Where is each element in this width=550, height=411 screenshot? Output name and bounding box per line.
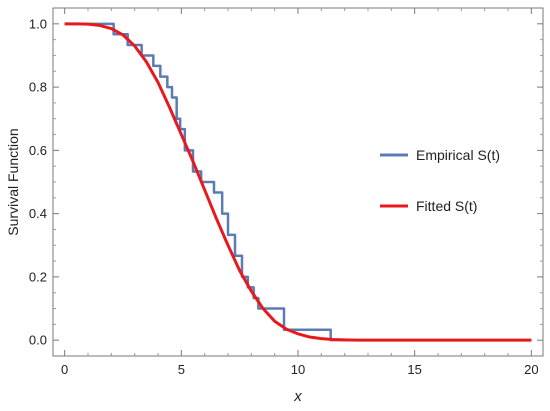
y-tick-label: 0.6	[29, 143, 47, 158]
y-tick-label: 0.8	[29, 80, 47, 95]
fitted-curve-line	[64, 22, 532, 342]
legend-label-empirical: Empirical S(t)	[416, 147, 500, 163]
x-tick-label: 15	[407, 362, 421, 377]
legend-label-fitted: Fitted S(t)	[416, 198, 477, 214]
axis-ticks	[53, 8, 543, 356]
series-layer	[64, 22, 532, 342]
y-tick-label: 0.0	[29, 333, 47, 348]
x-tick-label: 0	[61, 362, 68, 377]
y-tick-label: 0.2	[29, 269, 47, 284]
plot-frame	[52, 7, 544, 357]
empirical-step-line	[64, 22, 532, 342]
tick-labels: 0 5 10 15 20 0.0 0.2 0.4 0.6 0.8 1.0	[29, 16, 539, 377]
legend: Empirical S(t) Fitted S(t)	[380, 147, 500, 214]
y-tick-label: 1.0	[29, 16, 47, 31]
x-axis-title: x	[293, 388, 302, 405]
y-tick-label: 0.4	[29, 206, 47, 221]
y-axis-title: Survival Function	[5, 128, 21, 235]
x-tick-label: 20	[524, 362, 538, 377]
x-tick-label: 5	[178, 362, 185, 377]
x-tick-label: 10	[291, 362, 305, 377]
